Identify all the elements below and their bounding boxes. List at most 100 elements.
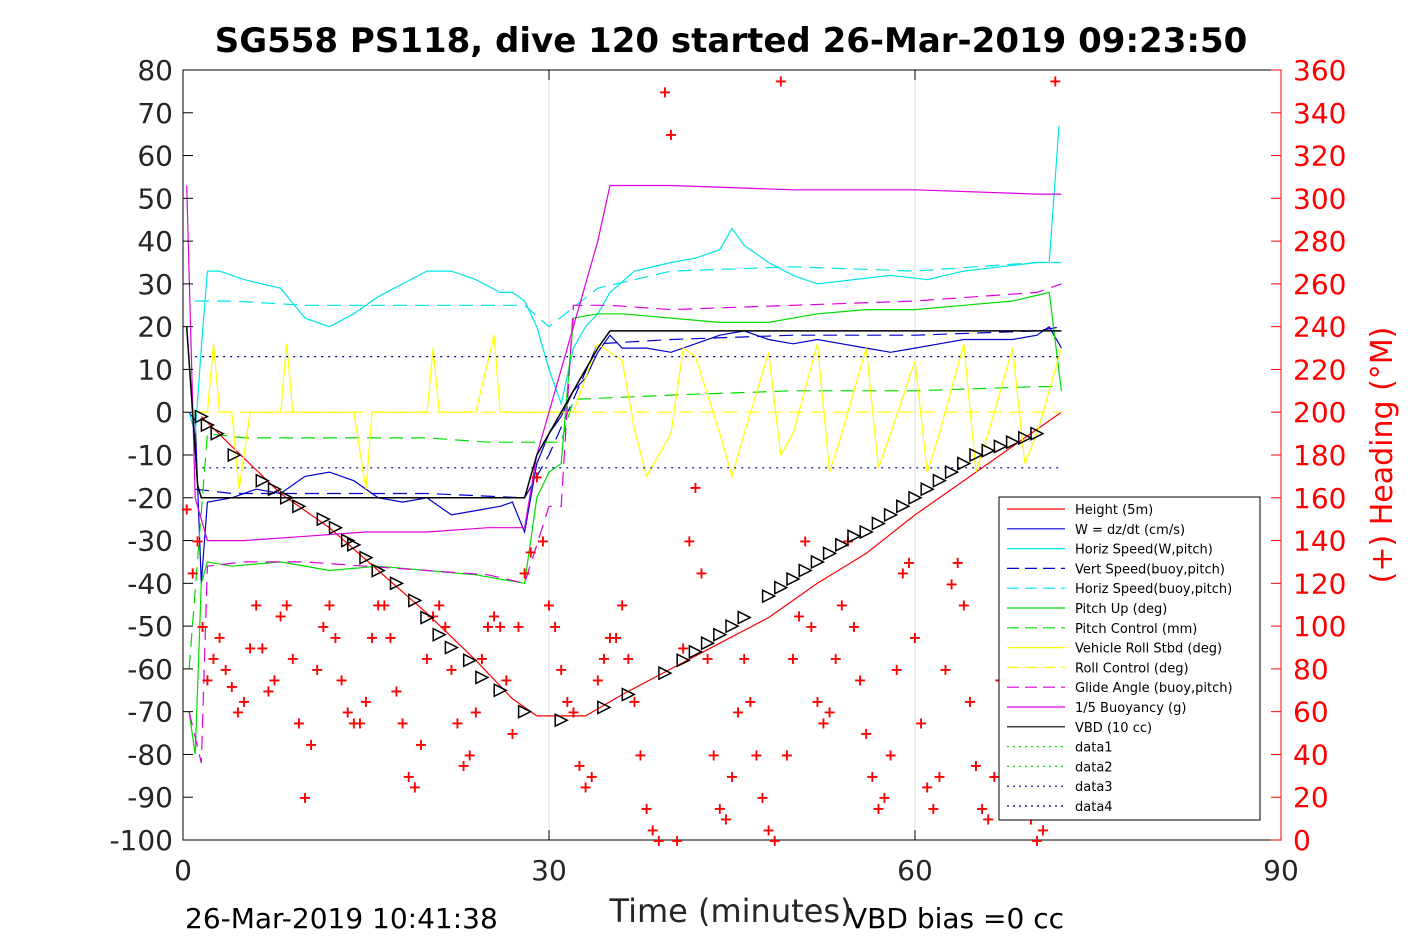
heading-point: + <box>518 564 531 583</box>
dive-marker <box>993 439 1009 454</box>
heading-point: + <box>439 617 452 636</box>
yr-tick-label-16: 40 <box>1293 738 1329 771</box>
y-tick-label-14: -60 <box>127 653 173 686</box>
yr-tick-label-6: 240 <box>1293 311 1346 344</box>
series-line-4 <box>195 261 1062 328</box>
dive-marker <box>420 610 435 625</box>
legend-label-1: W = dz/dt (cm/s) <box>1075 523 1185 538</box>
yr-tick-label-3: 300 <box>1293 182 1346 215</box>
series-line-2 <box>188 125 1060 434</box>
heading-point: + <box>225 677 238 696</box>
dive-marker <box>597 700 612 715</box>
heading-point: + <box>597 649 610 668</box>
y-tick-label-7: 10 <box>137 353 173 386</box>
dive-marker <box>267 482 283 497</box>
heading-point: + <box>634 745 647 764</box>
heading-point: + <box>884 745 897 764</box>
legend-label-3: Vert Speed(buoy,pitch) <box>1075 562 1225 577</box>
yr-tick-label-10: 160 <box>1293 482 1346 515</box>
heading-point: + <box>304 735 317 754</box>
heading-point: + <box>207 649 220 668</box>
series-layer <box>185 125 1062 764</box>
heading-point: + <box>378 596 391 615</box>
y-tick-label-2: 60 <box>137 140 173 173</box>
heading-point: + <box>762 820 775 839</box>
heading-point: + <box>1030 831 1043 850</box>
legend-label-6: Pitch Control (mm) <box>1075 622 1197 637</box>
dive-marker <box>969 447 984 463</box>
y-tick-label-16: -80 <box>127 738 173 771</box>
heading-point: + <box>957 596 970 615</box>
heading-point: + <box>420 649 433 668</box>
heading-point: + <box>286 649 299 668</box>
dive-marker <box>896 499 911 514</box>
yr-tick-label-4: 280 <box>1293 225 1346 258</box>
heading-point: + <box>542 596 555 615</box>
heading-point: + <box>823 703 836 722</box>
y-tick-label-15: -70 <box>127 696 173 729</box>
heading-point: + <box>725 767 738 786</box>
series-line-9 <box>188 283 1062 764</box>
yr-tick-label-17: 20 <box>1293 781 1329 814</box>
dive-marker <box>859 524 874 540</box>
heading-point: + <box>859 724 872 743</box>
y-tick-label-10: -20 <box>127 482 173 515</box>
dive-marker <box>475 670 490 685</box>
heading-point: + <box>890 660 903 679</box>
dive-marker <box>1005 434 1021 450</box>
heading-point: + <box>451 713 464 732</box>
heading-point: + <box>1049 72 1062 91</box>
heading-point: + <box>920 778 933 797</box>
dive-marker <box>725 618 740 634</box>
y-tick-label-6: 20 <box>137 311 173 344</box>
yr-tick-label-8: 200 <box>1293 396 1346 429</box>
dive-marker <box>517 704 533 719</box>
dive-marker <box>347 537 362 553</box>
heading-point: + <box>878 788 891 807</box>
dive-marker <box>554 713 569 728</box>
heading-point: + <box>640 799 653 818</box>
dive-marker <box>835 537 850 553</box>
heading-point: + <box>829 649 842 668</box>
heading-point: + <box>196 617 209 636</box>
series-line-11 <box>185 326 1062 499</box>
heading-point: + <box>256 639 269 658</box>
heading-point: + <box>768 831 781 850</box>
dive-marker <box>822 546 838 561</box>
heading-point: + <box>213 628 226 647</box>
series-line-3 <box>195 326 1062 499</box>
dive-marker <box>658 665 673 681</box>
heading-point: + <box>902 553 915 572</box>
y-tick-label-0: 80 <box>137 54 173 87</box>
heading-point: + <box>591 671 604 690</box>
dive-marker <box>932 473 948 488</box>
heading-point: + <box>310 660 323 679</box>
heading-point: + <box>670 831 683 850</box>
heading-point: + <box>933 767 946 786</box>
x-tick-label-2: 60 <box>897 854 933 887</box>
heading-point: + <box>988 767 1001 786</box>
heading-point: + <box>927 799 940 818</box>
legend-label-14: data3 <box>1075 780 1113 795</box>
heading-point: + <box>493 617 506 636</box>
yr-tick-label-9: 180 <box>1293 439 1346 472</box>
heading-point: + <box>963 692 976 711</box>
heading-point: + <box>658 82 671 101</box>
heading-point: + <box>981 810 994 829</box>
dive-marker <box>981 443 996 458</box>
x-tick-label-0: 0 <box>174 854 192 887</box>
dive-marker <box>920 482 935 497</box>
x-tick-label-3: 90 <box>1263 854 1299 887</box>
heading-point: + <box>750 745 763 764</box>
dive-marker <box>737 610 752 625</box>
heading-point: + <box>603 628 616 647</box>
heading-point: + <box>676 639 689 658</box>
yr-tick-label-12: 120 <box>1293 567 1346 600</box>
y-tick-label-4: 40 <box>137 225 173 258</box>
heading-point: + <box>707 745 720 764</box>
heading-point: + <box>329 628 342 647</box>
heading-point: + <box>817 713 830 732</box>
heading-point: + <box>780 745 793 764</box>
dive-marker <box>1018 430 1033 446</box>
